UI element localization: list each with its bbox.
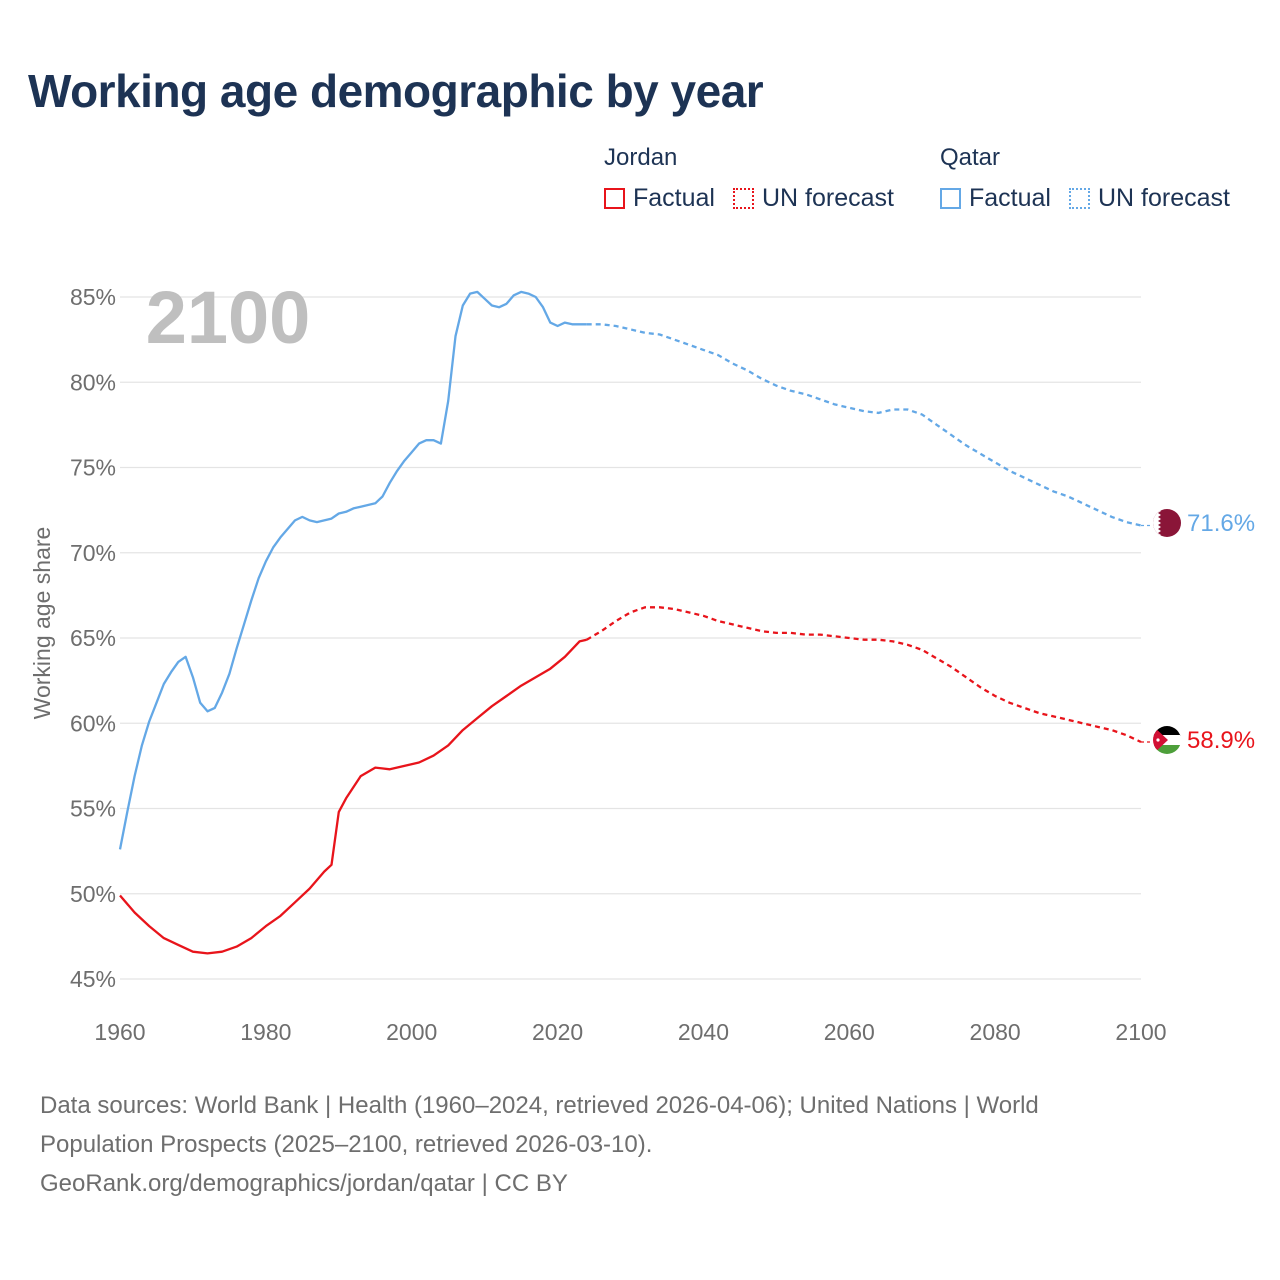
jordan-forecast-line[interactable]: [586, 606, 1142, 744]
legend-swatch-jordan-forecast: [732, 188, 754, 209]
y-tick-label: 65%: [70, 625, 116, 651]
chart-title: Working age demographic by year: [28, 65, 764, 117]
legend-item-jordan-factual[interactable]: Factual: [604, 184, 715, 213]
x-tick-label: 1980: [240, 1019, 291, 1045]
y-tick-label: 85%: [70, 284, 116, 310]
qatar-factual-line[interactable]: [118, 290, 587, 850]
legend-label: UN forecast: [1097, 184, 1230, 212]
y-tick-label: 60%: [70, 710, 116, 736]
sources-line-1: Data sources: World Bank | Health (1960–…: [40, 1092, 1039, 1119]
y-tick-label: 75%: [70, 455, 116, 481]
legend-label: Factual: [969, 184, 1051, 212]
year-watermark: 2100: [146, 276, 311, 359]
legend-item-qatar-factual[interactable]: Factual: [940, 184, 1051, 213]
qatar-flag-icon: [1153, 509, 1181, 537]
data-sources: Data sources: World Bank | Health (1960–…: [40, 1086, 1220, 1203]
x-tick-label: 2060: [824, 1019, 875, 1045]
legend-label: Factual: [633, 184, 715, 212]
legend-item-jordan-forecast[interactable]: UN forecast: [732, 184, 894, 213]
x-tick-label: 2080: [970, 1019, 1021, 1045]
y-axis-label: Working age share: [29, 527, 55, 720]
series-lines: [118, 290, 1152, 955]
grid-lines: [120, 296, 1141, 980]
legend-swatch-jordan-factual: [604, 188, 625, 209]
sources-line-2: Population Prospects (2025–2100, retriev…: [40, 1131, 653, 1158]
legend-group-jordan: Jordan Factual UN forecast: [604, 144, 912, 213]
legend-swatch-qatar-forecast: [1068, 188, 1090, 209]
y-tick-label: 70%: [70, 540, 116, 566]
legend-item-qatar-forecast[interactable]: UN forecast: [1068, 184, 1230, 213]
x-axis-ticks: 1960 1980 2000 2020 2040 2060 2080 2100: [94, 1019, 1166, 1045]
qatar-forecast-line[interactable]: [586, 323, 1142, 527]
sources-line-3[interactable]: GeoRank.org/demographics/jordan/qatar | …: [40, 1170, 568, 1197]
legend-label: UN forecast: [761, 184, 894, 212]
jordan-factual-line[interactable]: [119, 638, 587, 955]
jordan-flag-icon: [1153, 726, 1181, 754]
legend-group-name: Qatar: [940, 144, 1001, 171]
x-tick-label: 2040: [678, 1019, 729, 1045]
legend-group-qatar: Qatar Factual UN forecast: [940, 144, 1230, 213]
x-tick-label: 2020: [532, 1019, 583, 1045]
legend-group-name: Jordan: [604, 144, 678, 171]
y-axis-ticks: 45% 50% 55% 60% 65% 70% 75% 80% 85%: [70, 284, 116, 992]
jordan-end-label: 58.9%: [1187, 727, 1255, 754]
x-tick-label: 1960: [94, 1019, 145, 1045]
qatar-end-label: 71.6%: [1187, 510, 1255, 537]
legend-swatch-qatar-factual: [940, 188, 961, 209]
x-tick-label: 2100: [1115, 1019, 1166, 1045]
y-tick-label: 45%: [70, 966, 116, 992]
y-tick-label: 55%: [70, 796, 116, 822]
y-tick-label: 50%: [70, 881, 116, 907]
x-tick-label: 2000: [386, 1019, 437, 1045]
y-tick-label: 80%: [70, 369, 116, 395]
line-chart: 45% 50% 55% 60% 65% 70% 75% 80% 85% 1960 1980 2000…: [29, 276, 1255, 1045]
